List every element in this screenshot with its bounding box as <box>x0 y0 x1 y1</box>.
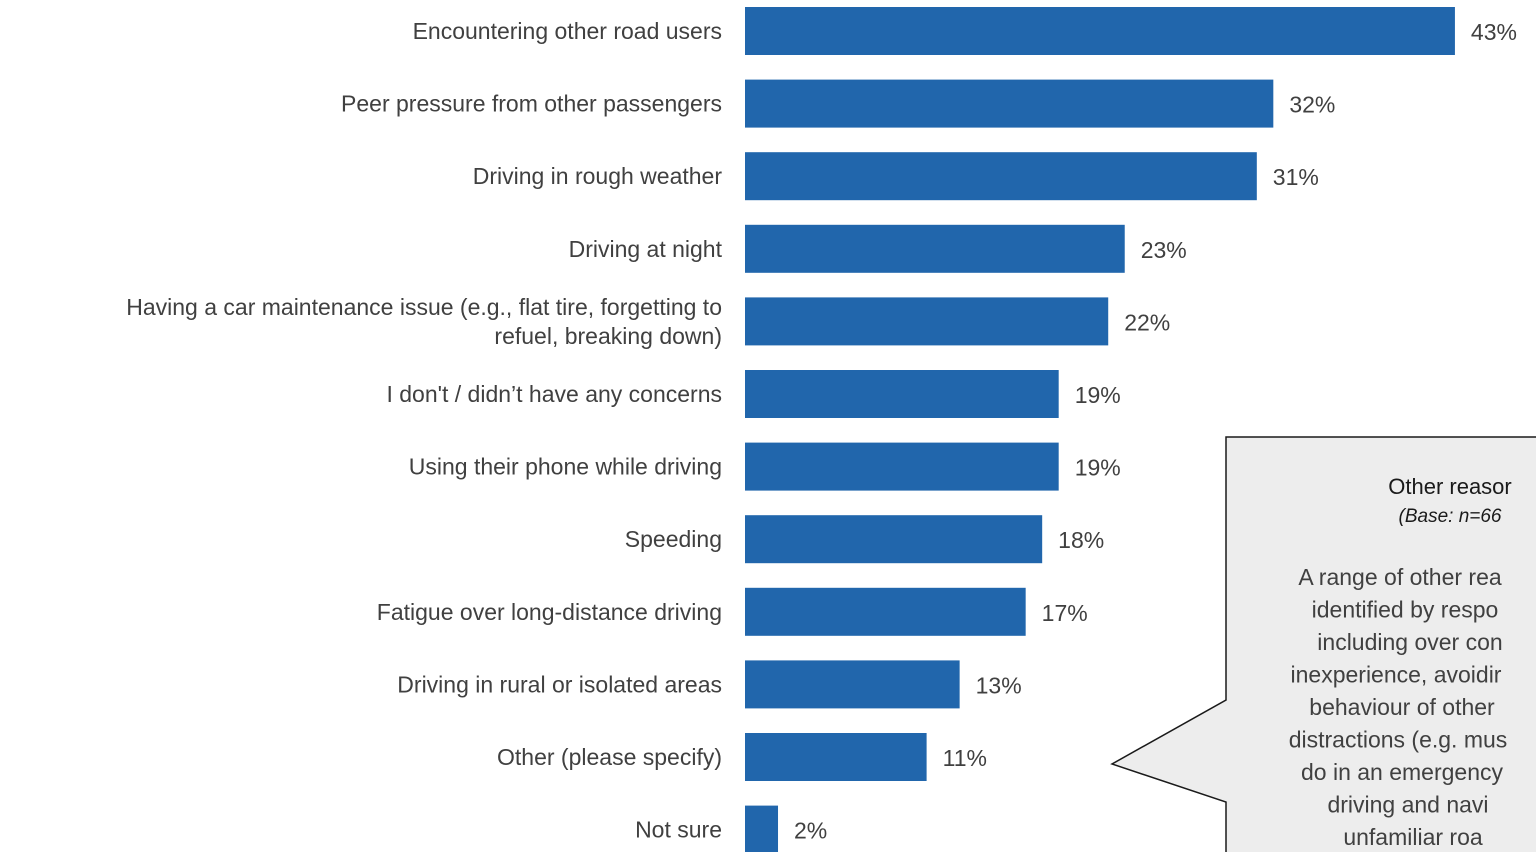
value-labels: 43% 32% 31% 23% 22% 19% 19% 18% 17% 13% 11% 2% <box>794 19 1517 844</box>
value-label: 13% <box>976 672 1022 698</box>
value-label: 19% <box>1075 455 1121 481</box>
category-labels: Encountering other road users Peer pressu… <box>126 18 722 843</box>
bar <box>745 370 1059 418</box>
callout-line: driving and navi <box>1327 792 1488 818</box>
callout-line: inexperience, avoidir <box>1291 662 1502 688</box>
value-label: 31% <box>1273 164 1319 190</box>
category-label: Fatigue over long-distance driving <box>377 599 722 625</box>
callout-line: including over con <box>1317 629 1502 655</box>
callout-title: Other reasor <box>1388 474 1512 499</box>
value-label: 22% <box>1124 309 1170 335</box>
value-label: 17% <box>1042 600 1088 626</box>
category-label: Not sure <box>635 817 722 843</box>
callout-line: distractions (e.g. mus <box>1289 727 1508 753</box>
value-label: 2% <box>794 818 827 844</box>
value-label: 18% <box>1058 527 1104 553</box>
callout-box: Other reasor (Base: n=66 A range of othe… <box>1110 436 1536 852</box>
bar <box>745 79 1274 128</box>
category-label: Driving in rough weather <box>473 163 723 189</box>
callout-line: identified by respo <box>1312 597 1499 623</box>
bar <box>745 660 960 709</box>
category-label: Having a car maintenance issue (e.g., fl… <box>126 294 722 349</box>
bar <box>745 224 1125 273</box>
category-label: Speeding <box>625 526 722 552</box>
value-label: 19% <box>1075 382 1121 408</box>
bar <box>745 7 1455 55</box>
category-label: Other (please specify) <box>497 744 722 770</box>
callout-line: do in an emergency <box>1301 759 1504 785</box>
bar <box>745 152 1257 201</box>
callout-body: A range of other rea identified by respo i… <box>1289 564 1508 850</box>
category-label: Driving at night <box>569 236 723 262</box>
value-label: 43% <box>1471 19 1517 45</box>
bar <box>745 805 779 852</box>
bar <box>745 515 1043 564</box>
category-label: Peer pressure from other passengers <box>341 91 722 117</box>
callout-shape <box>1110 436 1536 852</box>
category-label: Using their phone while driving <box>409 454 722 480</box>
category-label: I don't / didn’t have any concerns <box>386 381 722 407</box>
category-label: Driving in rural or isolated areas <box>397 671 722 697</box>
value-label: 32% <box>1289 92 1335 118</box>
callout-line: behaviour of other <box>1309 694 1495 720</box>
callout-base: (Base: n=66 <box>1399 506 1502 527</box>
callout-line: A range of other rea <box>1298 564 1502 590</box>
bar <box>745 587 1026 636</box>
callout-line: unfamiliar roa <box>1343 824 1483 850</box>
value-label: 11% <box>943 745 987 771</box>
bars-layer <box>745 7 1455 852</box>
bar <box>745 733 927 781</box>
value-label: 23% <box>1141 237 1187 263</box>
category-label: Encountering other road users <box>413 18 722 44</box>
bar <box>745 442 1059 491</box>
bar <box>745 297 1109 346</box>
